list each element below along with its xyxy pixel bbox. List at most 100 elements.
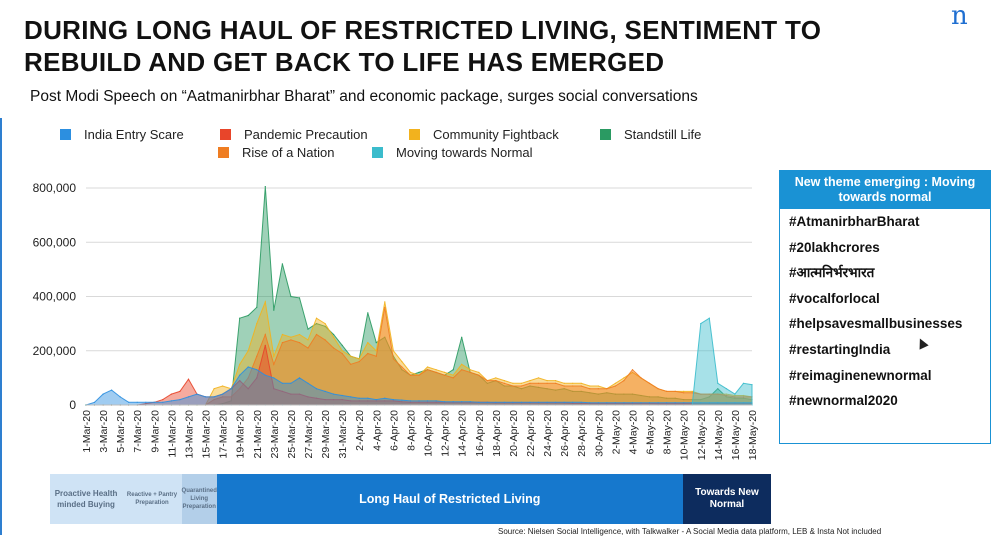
x-tick-label: 5-Mar-20 xyxy=(115,410,127,453)
data-point xyxy=(281,333,283,336)
data-point xyxy=(452,401,454,403)
data-point xyxy=(264,333,266,336)
data-point xyxy=(384,400,386,402)
data-point xyxy=(273,355,275,357)
data-point xyxy=(666,397,668,399)
data-point xyxy=(179,390,181,392)
data-point xyxy=(623,380,625,382)
data-point xyxy=(204,396,207,398)
data-point xyxy=(742,397,745,399)
data-point xyxy=(691,390,693,392)
phase-block: Proactive Health minded Buying xyxy=(50,474,123,524)
data-point xyxy=(708,317,710,319)
data-point xyxy=(529,382,531,384)
data-point xyxy=(520,385,523,387)
x-tick-label: 2-May-20 xyxy=(610,410,622,455)
data-point xyxy=(478,371,480,373)
data-point xyxy=(572,385,574,387)
x-tick-label: 12-Apr-20 xyxy=(440,410,452,457)
data-point xyxy=(725,393,728,395)
data-point xyxy=(631,402,634,404)
data-point xyxy=(495,401,497,403)
data-point xyxy=(486,401,488,403)
data-point xyxy=(315,388,318,390)
data-point xyxy=(486,380,488,382)
data-point xyxy=(478,374,480,376)
x-tick-label: 31-Mar-20 xyxy=(337,410,349,459)
data-point xyxy=(256,377,258,379)
data-point xyxy=(495,377,497,379)
data-point xyxy=(452,377,454,379)
x-tick-label: 1-Mar-20 xyxy=(81,410,93,453)
data-point xyxy=(298,342,301,344)
data-point xyxy=(333,393,335,395)
data-point xyxy=(324,339,326,341)
logo-glyph: n xyxy=(951,1,968,31)
data-point xyxy=(734,402,736,404)
x-tick-label: 19-Mar-20 xyxy=(235,410,247,459)
legend-label: Rise of a Nation xyxy=(242,145,335,160)
data-point xyxy=(179,399,181,401)
data-point xyxy=(717,382,719,384)
data-point xyxy=(222,396,224,398)
x-tick-label: 22-Apr-20 xyxy=(525,410,537,457)
data-point xyxy=(418,374,420,376)
data-point xyxy=(580,402,582,404)
data-point xyxy=(187,396,190,398)
data-point xyxy=(589,402,591,404)
data-point xyxy=(409,374,412,376)
data-point xyxy=(614,382,617,384)
data-point xyxy=(435,371,437,373)
data-point xyxy=(708,402,710,404)
data-point xyxy=(520,382,523,384)
data-point xyxy=(640,402,642,404)
data-point xyxy=(350,396,352,398)
data-point xyxy=(529,385,531,387)
x-tick-label: 25-Mar-20 xyxy=(286,410,298,459)
data-point xyxy=(93,401,96,403)
data-point xyxy=(742,382,745,384)
data-point xyxy=(563,401,565,403)
data-point xyxy=(358,397,360,399)
data-point xyxy=(384,306,386,308)
data-point xyxy=(264,186,266,188)
data-point xyxy=(102,393,104,395)
x-tick-label: 10-May-20 xyxy=(679,410,691,460)
data-point xyxy=(384,336,386,338)
data-point xyxy=(281,382,283,384)
x-tick-label: 6-Apr-20 xyxy=(388,410,400,451)
phase-block: Towards New Normal xyxy=(683,474,771,524)
data-point xyxy=(409,401,412,403)
data-point xyxy=(529,380,531,382)
y-tick-label: 800,000 xyxy=(33,181,77,195)
data-point xyxy=(264,344,266,346)
data-point xyxy=(222,385,224,387)
data-point xyxy=(341,344,343,346)
data-point xyxy=(298,297,301,299)
data-point xyxy=(367,342,369,344)
hashtag-item: #vocalforlocal xyxy=(789,290,880,306)
data-point xyxy=(264,374,266,376)
x-tick-label: 6-May-20 xyxy=(645,410,657,455)
data-point xyxy=(281,390,283,392)
x-tick-label: 11-Mar-20 xyxy=(166,410,178,458)
data-point xyxy=(666,390,668,392)
data-point xyxy=(239,317,241,319)
data-point xyxy=(478,401,480,403)
data-point xyxy=(572,402,574,404)
data-point xyxy=(444,374,446,376)
data-point xyxy=(307,328,309,330)
x-tick-label: 16-May-20 xyxy=(730,410,742,460)
data-point xyxy=(273,377,275,379)
data-point xyxy=(580,401,582,403)
data-point xyxy=(469,369,471,371)
data-point xyxy=(435,401,437,403)
phase-block: Long Haul of Restricted Living xyxy=(216,474,683,524)
data-point xyxy=(580,382,582,384)
data-point xyxy=(264,301,266,303)
x-tick-label: 8-Apr-20 xyxy=(406,410,418,451)
data-point xyxy=(725,394,728,397)
data-point xyxy=(375,342,377,344)
data-point xyxy=(367,352,369,355)
data-point xyxy=(409,400,412,402)
